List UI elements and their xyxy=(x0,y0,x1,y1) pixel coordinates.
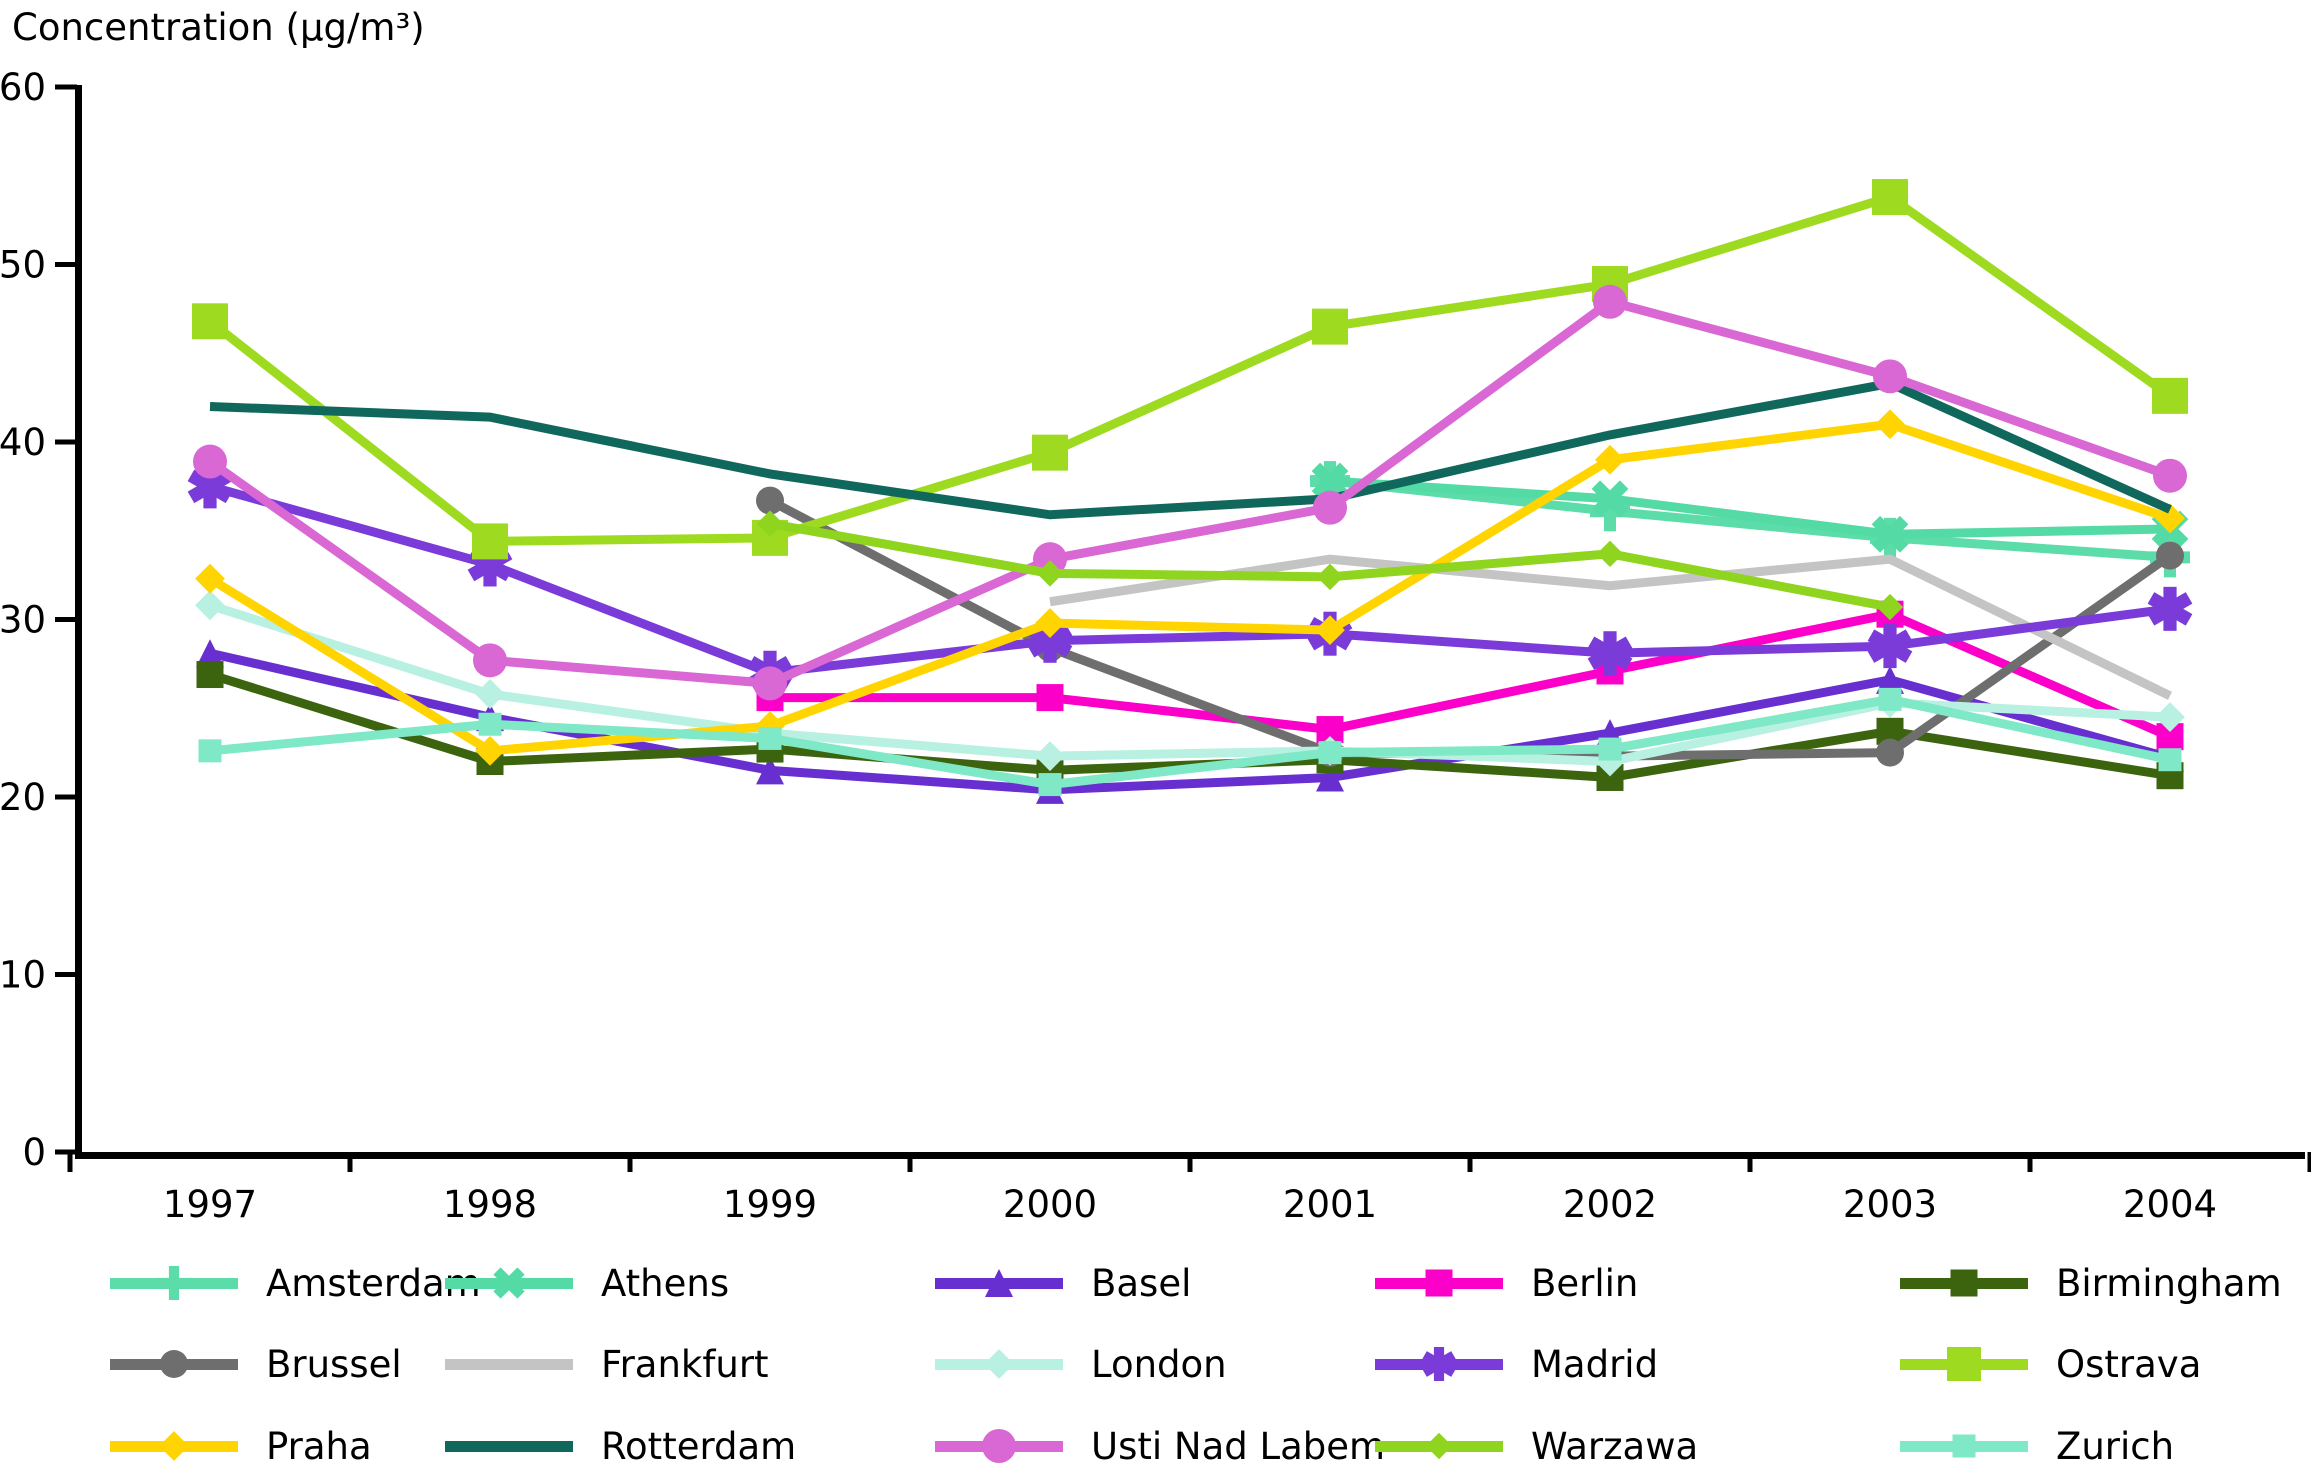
series-markers-usti-nad-labem xyxy=(193,284,2187,701)
legend-marker-square xyxy=(1375,1269,1503,1297)
y-tick-label: 40 xyxy=(0,421,46,464)
legend-marker-none xyxy=(445,1359,573,1370)
legend-label: Frankfurt xyxy=(601,1342,769,1386)
x-tick-label: 1998 xyxy=(443,1183,537,1226)
series-line-zurich xyxy=(209,694,2171,790)
y-tick-label: 30 xyxy=(0,599,46,642)
y-tick-label: 60 xyxy=(0,66,46,109)
series-line-usti-nad-labem xyxy=(207,296,2172,688)
legend-marker-square xyxy=(1900,1269,2028,1297)
legend-item-athens: Athens xyxy=(445,1261,729,1305)
x-tick-label: 2002 xyxy=(1563,1183,1657,1226)
legend-label: Brussel xyxy=(266,1342,402,1386)
x-tick xyxy=(67,1152,73,1172)
legend-marker-plus xyxy=(110,1266,238,1300)
axes: 0 10 20 30 40 50 60 1997 1998 1999 2000 2001 2002 200… xyxy=(0,66,2311,1226)
x-tick xyxy=(907,1152,913,1172)
y-tick-label: 50 xyxy=(0,244,46,287)
legend-item-basel: Basel xyxy=(935,1261,1191,1305)
x-tick-label: 1999 xyxy=(723,1183,817,1226)
legend-label: Warzawa xyxy=(1531,1424,1699,1468)
x-tick-label: 2001 xyxy=(1283,1183,1377,1226)
y-tick xyxy=(55,1149,77,1155)
y-tick xyxy=(55,439,77,445)
y-tick-label: 20 xyxy=(0,776,46,819)
series-line-berlin xyxy=(770,609,2172,741)
legend-marker-diamond xyxy=(935,1349,1063,1379)
legend-marker-diamond xyxy=(110,1431,238,1461)
legend-label: Birmingham xyxy=(2056,1261,2282,1305)
legend-label: Berlin xyxy=(1531,1261,1639,1305)
x-tick-label: 2003 xyxy=(1843,1183,1937,1226)
y-tick xyxy=(55,972,77,977)
x-tick xyxy=(1467,1152,1473,1172)
legend-marker-circle xyxy=(935,1429,1063,1463)
x-tick xyxy=(347,1152,353,1172)
x-tick-label: 1997 xyxy=(163,1183,257,1226)
series-line-madrid xyxy=(208,482,2171,678)
x-tick xyxy=(627,1152,633,1172)
legend-item-amsterdam: Amsterdam xyxy=(110,1261,481,1305)
legend-item-london: London xyxy=(935,1342,1227,1386)
legend-marker-square xyxy=(1900,1434,2028,1458)
series-markers-zurich xyxy=(198,687,2182,797)
legend-item-zurich: Zurich xyxy=(1900,1424,2174,1468)
legend-label: Madrid xyxy=(1531,1342,1659,1386)
y-tick-label: 10 xyxy=(0,954,46,997)
chart-title: Concentration (µg/m³) xyxy=(12,6,425,49)
legend-item-brussel: Brussel xyxy=(110,1342,402,1386)
legend-label: Amsterdam xyxy=(266,1261,481,1305)
x-tick-label: 2004 xyxy=(2123,1183,2217,1226)
legend-label: Usti Nad Labem xyxy=(1091,1424,1386,1468)
x-tick xyxy=(2307,1152,2311,1172)
series-markers-berlin xyxy=(756,600,2184,751)
x-tick xyxy=(1747,1152,1753,1172)
legend-item-berlin: Berlin xyxy=(1375,1261,1638,1305)
legend-label: Rotterdam xyxy=(601,1424,797,1468)
legend-label: Ostrava xyxy=(2056,1342,2202,1386)
legend-marker-triangle xyxy=(935,1269,1063,1297)
legend-label: London xyxy=(1091,1342,1227,1386)
series-markers-ostrava xyxy=(192,179,2188,560)
series-line-ostrava xyxy=(207,192,2173,546)
y-tick xyxy=(55,262,77,267)
legend-label: Zurich xyxy=(2056,1424,2175,1468)
legend-marker-diamond xyxy=(1375,1432,1503,1460)
legend-item-usti-nad-labem: Usti Nad Labem xyxy=(935,1424,1385,1468)
series-line-athens xyxy=(1329,476,2171,539)
y-tick xyxy=(55,84,77,90)
series-line-rotterdam xyxy=(209,378,2172,520)
legend-item-warzawa: Warzawa xyxy=(1375,1424,1698,1468)
legend-marker-x xyxy=(445,1267,573,1299)
y-tick xyxy=(55,794,77,800)
series-line-london xyxy=(208,601,2171,767)
x-tick xyxy=(2027,1152,2033,1172)
legend-marker-none xyxy=(445,1441,573,1452)
legend-item-praha: Praha xyxy=(110,1424,372,1468)
legend-marker-square xyxy=(1900,1347,2028,1381)
legend-label: Basel xyxy=(1091,1261,1192,1305)
legend-item-ostrava: Ostrava xyxy=(1900,1342,2201,1386)
legend-item-rotterdam: Rotterdam xyxy=(445,1424,796,1468)
legend-label: Praha xyxy=(266,1424,372,1468)
series-line-amsterdam xyxy=(1329,476,2171,562)
y-tick-label: 0 xyxy=(22,1131,46,1174)
legend-label: Athens xyxy=(601,1261,730,1305)
x-tick-label: 2000 xyxy=(1003,1183,1097,1226)
legend-item-madrid: Madrid xyxy=(1375,1342,1658,1386)
legend-marker-asterisk xyxy=(1375,1347,1503,1381)
y-tick xyxy=(55,617,77,622)
legend-marker-circle xyxy=(110,1350,238,1378)
legend-item-frankfurt: Frankfurt xyxy=(445,1342,769,1386)
series-markers-birmingham xyxy=(196,661,2184,791)
x-tick xyxy=(1187,1152,1193,1172)
legend-item-birmingham: Birmingham xyxy=(1900,1261,2282,1305)
series-line-praha xyxy=(207,419,2172,756)
